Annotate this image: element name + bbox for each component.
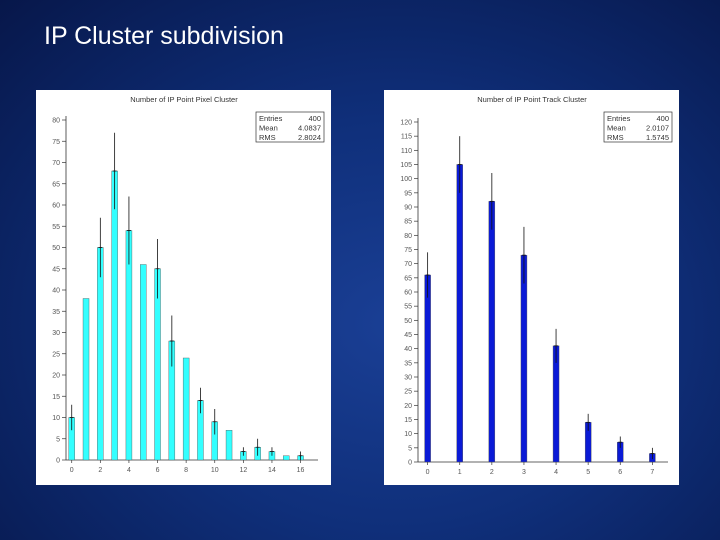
stats-box	[255, 111, 325, 143]
stats-label: Entries	[607, 114, 631, 123]
x-tick-label: 0	[426, 469, 430, 476]
y-tick-label: 5	[56, 436, 60, 443]
y-tick-label: 55	[404, 304, 412, 311]
stats-label: RMS	[259, 133, 276, 142]
y-tick-label: 50	[52, 245, 60, 252]
y-tick-label: 95	[404, 190, 412, 197]
y-tick-label: 20	[404, 403, 412, 410]
y-tick-label: 85	[404, 219, 412, 226]
x-tick-label: 7	[650, 469, 654, 476]
x-tick-label: 3	[522, 469, 526, 476]
bar	[424, 274, 431, 463]
bar	[488, 201, 496, 463]
x-tick-label: 6	[618, 469, 622, 476]
bar	[456, 164, 463, 463]
y-tick-label: 65	[52, 181, 60, 188]
y-tick-label: 120	[400, 120, 412, 127]
y-tick-label: 20	[52, 373, 60, 380]
stats-label: RMS	[607, 133, 624, 142]
y-tick-label: 115	[401, 134, 412, 141]
y-tick-label: 60	[404, 290, 412, 297]
x-tick-label: 2	[490, 469, 494, 476]
bar	[520, 254, 528, 463]
x-tick-label: 10	[211, 467, 219, 474]
track-cluster-histogram: Number of IP Point Track Cluster Entries 4…	[400, 95, 673, 476]
y-tick-label: 0	[56, 458, 60, 465]
y-tick-label: 30	[52, 330, 60, 337]
stats-label: Entries	[259, 114, 283, 123]
stats-value: 1.5745	[646, 133, 669, 142]
y-tick-label: 60	[52, 203, 60, 210]
stats-label: Mean	[607, 124, 626, 133]
slide-title: IP Cluster subdivision	[44, 22, 284, 50]
bar	[283, 455, 290, 461]
y-tick-label: 80	[404, 233, 412, 240]
pixel-cluster-histogram-panel: Number of IP Point Pixel Cluster Entries 4…	[36, 90, 331, 485]
y-tick-label: 10	[404, 431, 412, 438]
stats-value: 4.0837	[298, 124, 321, 133]
bar	[97, 247, 104, 461]
bar	[125, 230, 133, 461]
x-tick-label: 2	[98, 467, 102, 474]
bar	[111, 170, 118, 461]
y-tick-label: 25	[52, 351, 60, 358]
bar	[82, 298, 90, 461]
y-tick-label: 90	[404, 205, 412, 212]
y-tick-label: 75	[404, 247, 412, 254]
y-tick-label: 105	[400, 162, 412, 169]
y-tick-label: 5	[408, 445, 412, 452]
y-tick-label: 45	[404, 332, 412, 339]
stats-value: 400	[308, 114, 321, 123]
y-tick-label: 35	[404, 360, 412, 367]
y-tick-label: 25	[404, 389, 412, 396]
track-cluster-histogram-panel: Number of IP Point Track Cluster Entries 4…	[384, 90, 679, 485]
x-tick-label: 12	[239, 467, 247, 474]
y-tick-label: 80	[52, 118, 60, 125]
pixel-cluster-histogram: Number of IP Point Pixel Cluster Entries 4…	[52, 95, 325, 474]
y-tick-label: 70	[52, 160, 60, 167]
stats-label: Mean	[259, 124, 278, 133]
y-tick-label: 100	[400, 176, 412, 183]
x-tick-label: 4	[127, 467, 131, 474]
y-tick-label: 55	[52, 224, 60, 231]
y-tick-label: 0	[408, 460, 412, 467]
bar	[552, 345, 560, 463]
x-tick-label: 14	[268, 467, 276, 474]
y-tick-label: 50	[404, 318, 412, 325]
stats-value: 2.0107	[646, 124, 669, 133]
y-tick-label: 30	[404, 375, 412, 382]
x-tick-label: 6	[156, 467, 160, 474]
x-tick-label: 0	[70, 467, 74, 474]
x-tick-label: 1	[458, 469, 462, 476]
chart-title: Number of IP Point Pixel Cluster	[130, 95, 238, 104]
y-tick-label: 40	[404, 346, 412, 353]
stats-value: 2.8024	[298, 133, 321, 142]
x-tick-label: 4	[554, 469, 558, 476]
bar	[182, 357, 190, 461]
y-tick-label: 110	[401, 148, 412, 155]
bar	[140, 264, 147, 461]
y-tick-label: 15	[52, 394, 60, 401]
y-tick-label: 45	[52, 266, 60, 273]
x-tick-label: 16	[297, 467, 305, 474]
x-tick-label: 8	[184, 467, 188, 474]
x-tick-label: 5	[586, 469, 590, 476]
y-tick-label: 10	[52, 415, 60, 422]
y-tick-label: 40	[52, 288, 60, 295]
stats-value: 400	[656, 114, 669, 123]
chart-title: Number of IP Point Track Cluster	[477, 95, 587, 104]
y-tick-label: 75	[52, 139, 60, 146]
y-tick-label: 70	[404, 261, 412, 268]
y-tick-label: 65	[404, 275, 412, 282]
stats-box	[603, 111, 673, 143]
bar	[225, 430, 233, 461]
y-tick-label: 15	[404, 417, 412, 424]
y-tick-label: 35	[52, 309, 60, 316]
